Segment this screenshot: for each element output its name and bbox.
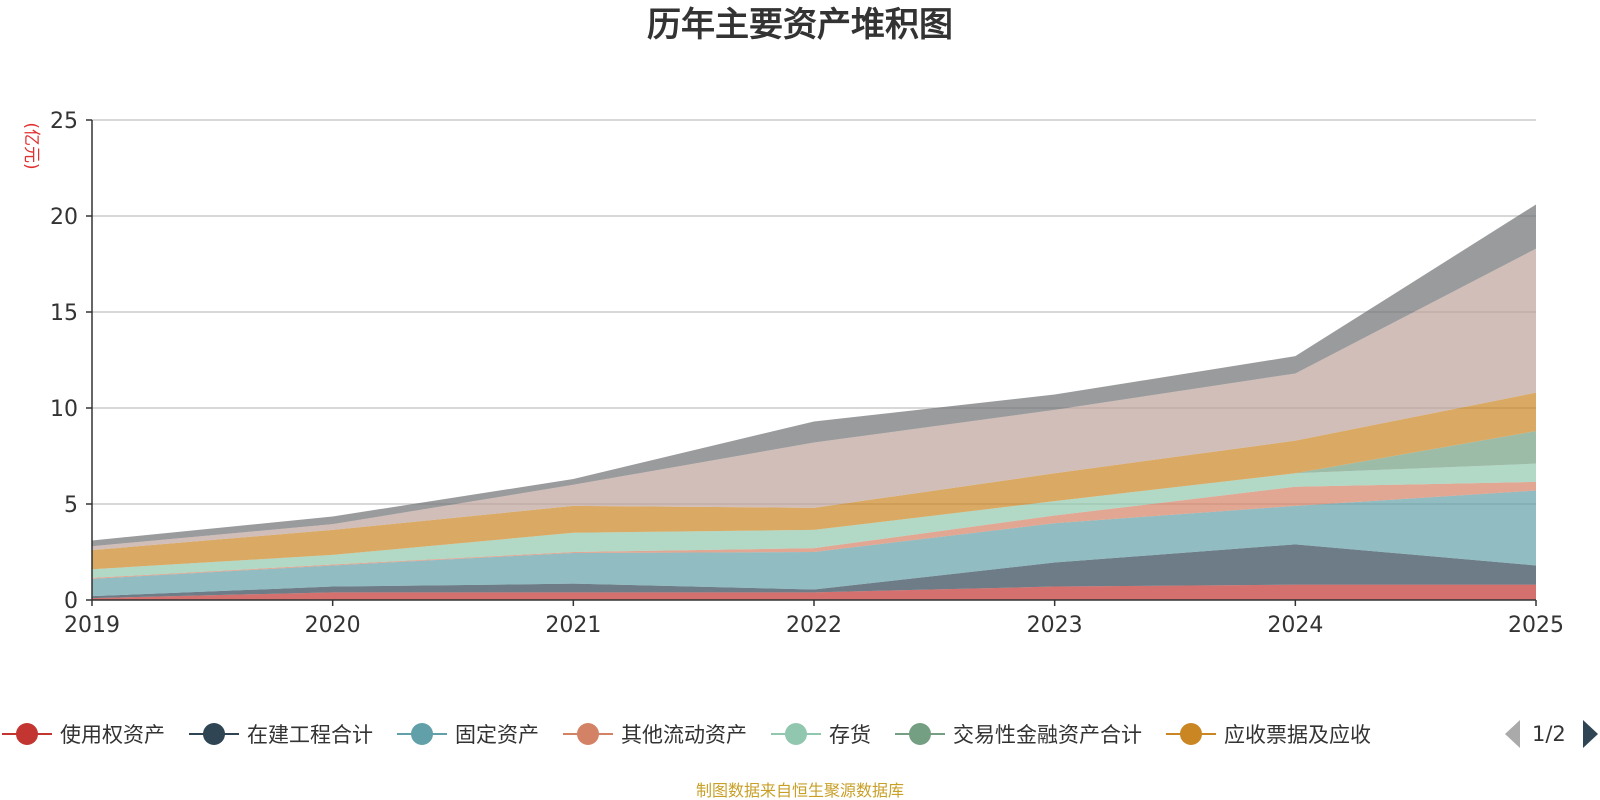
- legend-item[interactable]: 其他流动资产: [562, 723, 747, 747]
- legend-marker-icon: [410, 723, 433, 745]
- legend-label: 交易性金融资产合计: [953, 723, 1142, 747]
- area-series: [92, 463, 1536, 578]
- x-tick-label: 2020: [305, 613, 361, 638]
- x-tick-label: 2025: [1508, 613, 1564, 638]
- y-tick-label: 20: [50, 205, 78, 230]
- y-tick-label: 25: [50, 109, 78, 134]
- legend-marker-icon: [202, 723, 225, 745]
- x-tick-label: 2019: [64, 613, 120, 638]
- x-tick-label: 2023: [1027, 613, 1083, 638]
- legend-prev-page-icon[interactable]: [1505, 720, 1520, 748]
- legend-item[interactable]: 在建工程合计: [188, 723, 373, 747]
- legend-label: 使用权资产: [60, 723, 165, 747]
- legend-next-page-icon[interactable]: [1583, 720, 1598, 748]
- y-tick-label: 0: [64, 589, 78, 614]
- area-series: [92, 392, 1536, 570]
- legend-marker-icon: [784, 723, 807, 745]
- legend-item[interactable]: 固定资产: [396, 723, 539, 747]
- legend-label: 固定资产: [455, 723, 539, 747]
- area-series: [92, 248, 1536, 551]
- legend-marker-icon: [1179, 723, 1202, 745]
- legend: 使用权资产 在建工程合计 固定资产 其他流动资产 存货 交易性金融资产合计 应收票据及应收: [2, 723, 1371, 747]
- legend-label: 存货: [829, 723, 871, 747]
- legend-label: 应收票据及应收: [1224, 723, 1371, 747]
- legend-label: 在建工程合计: [247, 723, 373, 747]
- legend-item[interactable]: 应收票据及应收: [1165, 723, 1371, 747]
- x-tick-label: 2022: [786, 613, 842, 638]
- legend-item[interactable]: 交易性金融资产合计: [894, 723, 1142, 747]
- y-tick-label: 10: [50, 397, 78, 422]
- y-tick-label: 15: [50, 301, 78, 326]
- area-series: [92, 490, 1536, 597]
- x-tick-label: 2024: [1267, 613, 1323, 638]
- legend-page-indicator: 1/2: [1532, 722, 1566, 746]
- y-axis-unit: (亿元): [21, 122, 41, 169]
- x-tick-label: 2021: [545, 613, 601, 638]
- chart-title: 历年主要资产堆积图: [647, 5, 953, 45]
- stacked-areas: [92, 204, 1536, 600]
- y-tick-label: 5: [64, 493, 78, 518]
- legend-marker-icon: [576, 723, 599, 745]
- area-series: [92, 204, 1536, 547]
- source-note: 制图数据来自恒生聚源数据库: [696, 781, 904, 800]
- legend-label: 其他流动资产: [621, 723, 747, 747]
- legend-item[interactable]: 存货: [770, 723, 871, 747]
- area-series: [92, 481, 1536, 579]
- legend-pager: 1/2: [1505, 720, 1598, 748]
- legend-marker-icon: [16, 723, 38, 745]
- legend-marker-icon: [908, 723, 931, 745]
- legend-item[interactable]: 使用权资产: [2, 723, 165, 747]
- area-series: [92, 544, 1536, 599]
